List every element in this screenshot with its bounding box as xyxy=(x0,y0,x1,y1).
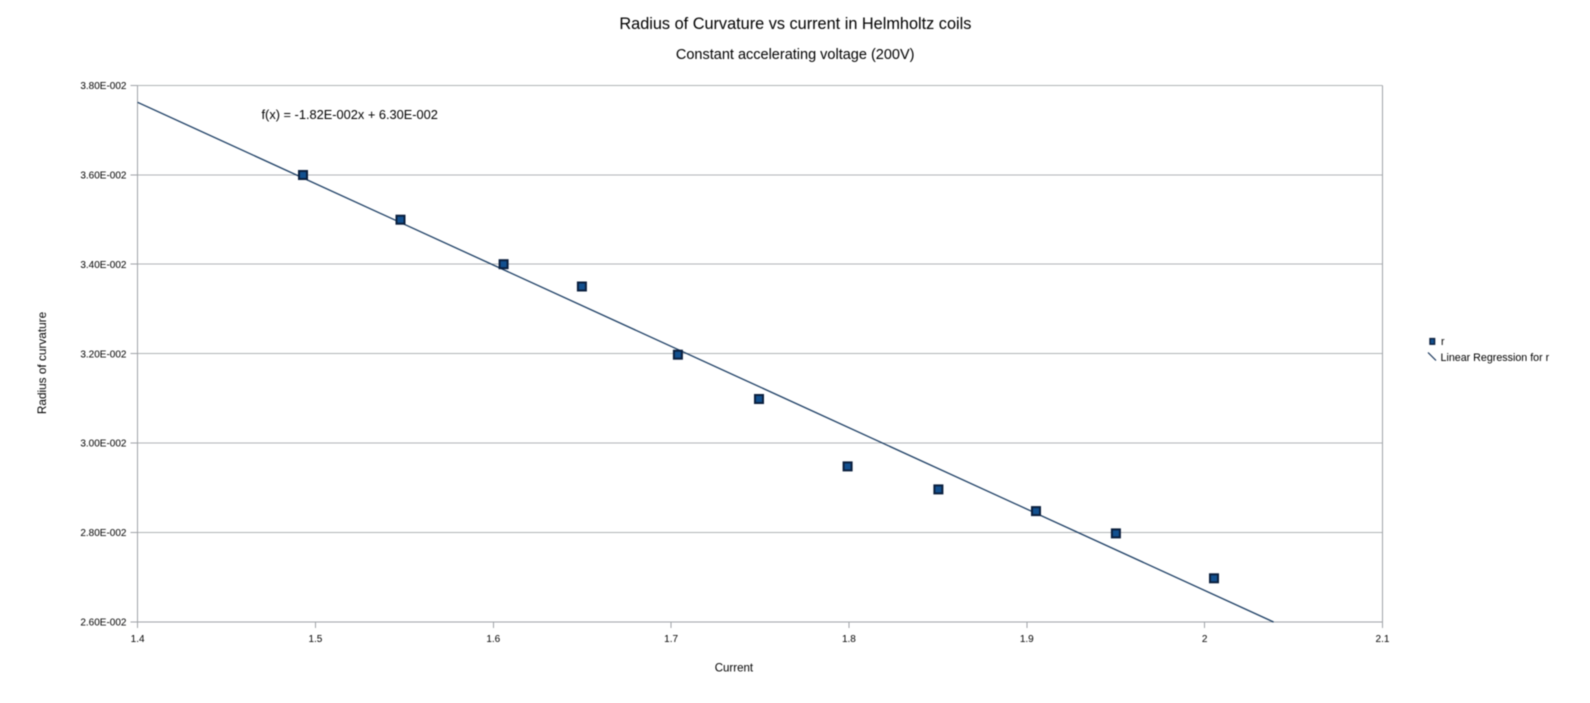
svg-text:1.4: 1.4 xyxy=(131,634,145,645)
svg-text:Radius of curvature: Radius of curvature xyxy=(35,311,49,414)
svg-text:2.1: 2.1 xyxy=(1376,634,1390,645)
svg-text:Linear Regression for r: Linear Regression for r xyxy=(1441,352,1550,364)
svg-text:2.80E-002: 2.80E-002 xyxy=(80,528,127,539)
svg-text:2: 2 xyxy=(1202,634,1208,645)
svg-text:3.60E-002: 3.60E-002 xyxy=(80,170,127,181)
svg-text:1.8: 1.8 xyxy=(842,634,856,645)
svg-text:3.40E-002: 3.40E-002 xyxy=(80,260,127,271)
svg-text:3.80E-002: 3.80E-002 xyxy=(80,81,127,92)
svg-text:1.5: 1.5 xyxy=(308,634,322,645)
svg-text:Radius of Curvature vs current: Radius of Curvature vs current in Helmho… xyxy=(619,15,971,33)
svg-text:2.60E-002: 2.60E-002 xyxy=(80,618,127,629)
svg-text:3.00E-002: 3.00E-002 xyxy=(80,439,127,450)
svg-text:3.20E-002: 3.20E-002 xyxy=(80,349,127,360)
svg-text:Constant accelerating voltage: Constant accelerating voltage (200V) xyxy=(676,47,915,63)
svg-text:1.6: 1.6 xyxy=(486,634,500,645)
svg-text:1.9: 1.9 xyxy=(1020,634,1034,645)
svg-text:r: r xyxy=(1441,336,1445,348)
svg-text:f(x) = -1.82E-002x + 6.30E-002: f(x) = -1.82E-002x + 6.30E-002 xyxy=(262,107,438,122)
svg-text:Current: Current xyxy=(715,663,754,675)
svg-text:1.7: 1.7 xyxy=(664,634,678,645)
